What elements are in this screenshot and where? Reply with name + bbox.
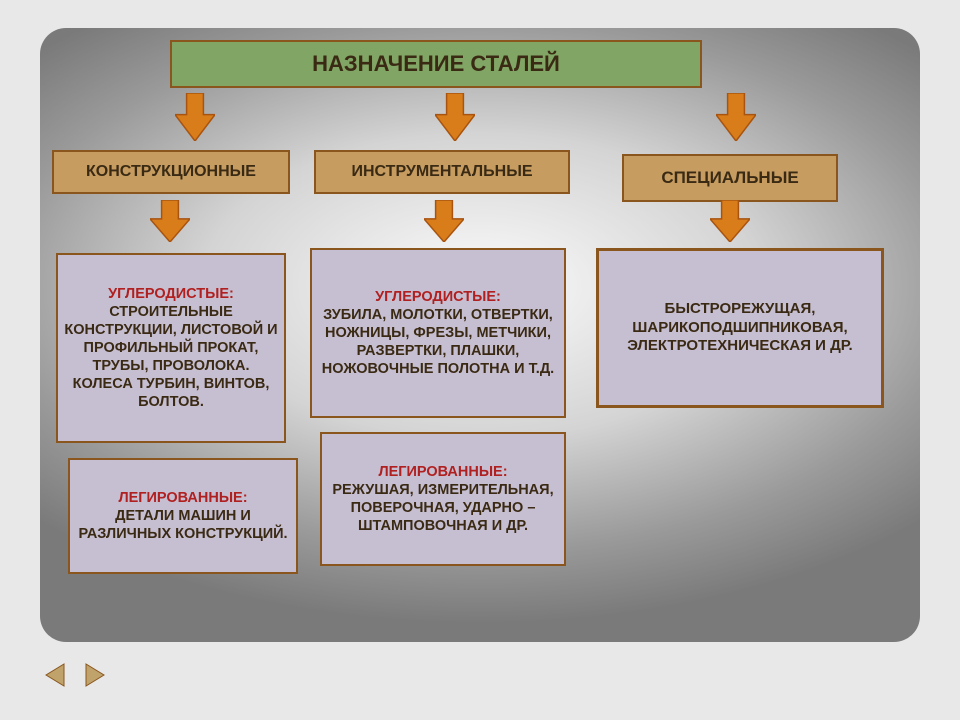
arrow-down (710, 200, 750, 242)
description-heading: ЛЕГИРОВАННЫЕ: (118, 489, 247, 507)
category-box: ИНСТРУМЕНТАЛЬНЫЕ (314, 150, 570, 194)
category-box: СПЕЦИАЛЬНЫЕ (622, 154, 838, 202)
description-body: РЕЖУШАЯ, ИЗМЕРИТЕЛЬНАЯ, ПОВЕРОЧНАЯ, УДАР… (326, 481, 560, 535)
triangle-right-icon (80, 660, 110, 690)
category-label: СПЕЦИАЛЬНЫЕ (661, 168, 798, 188)
category-label: ИНСТРУМЕНТАЛЬНЫЕ (351, 163, 532, 181)
arrow-down-icon (175, 93, 215, 141)
description-body: СТРОИТЕЛЬНЫЕ КОНСТРУКЦИИ, ЛИСТОВОЙ И ПРО… (62, 303, 280, 412)
arrow-down-icon (150, 200, 190, 242)
arrow-down-icon (716, 93, 756, 141)
arrow-down (424, 200, 464, 242)
diagram-title-text: НАЗНАЧЕНИЕ СТАЛЕЙ (312, 51, 560, 77)
description-box: УГЛЕРОДИСТЫЕ:ЗУБИЛА, МОЛОТКИ, ОТВЕРТКИ, … (310, 248, 566, 418)
arrow-down (150, 200, 190, 242)
category-label: КОНСТРУКЦИОННЫЕ (86, 163, 256, 181)
diagram-title: НАЗНАЧЕНИЕ СТАЛЕЙ (170, 40, 702, 88)
nav-next-button[interactable] (80, 660, 110, 690)
description-heading: ЛЕГИРОВАННЫЕ: (378, 463, 507, 481)
description-box: УГЛЕРОДИСТЫЕ:СТРОИТЕЛЬНЫЕ КОНСТРУКЦИИ, Л… (56, 253, 286, 443)
description-body: ЗУБИЛА, МОЛОТКИ, ОТВЕРТКИ, НОЖНИЦЫ, ФРЕЗ… (316, 306, 560, 379)
description-box: ЛЕГИРОВАННЫЕ:РЕЖУШАЯ, ИЗМЕРИТЕЛЬНАЯ, ПОВ… (320, 432, 566, 566)
triangle-left-icon (40, 660, 70, 690)
arrow-down-icon (435, 93, 475, 141)
description-heading: УГЛЕРОДИСТЫЕ: (375, 288, 501, 306)
description-box: ЛЕГИРОВАННЫЕ:ДЕТАЛИ МАШИН И РАЗЛИЧНЫХ КО… (68, 458, 298, 574)
arrow-down (175, 93, 215, 141)
category-box: КОНСТРУКЦИОННЫЕ (52, 150, 290, 194)
nav-prev-button[interactable] (40, 660, 70, 690)
description-body: ДЕТАЛИ МАШИН И РАЗЛИЧНЫХ КОНСТРУКЦИЙ. (74, 507, 292, 543)
arrow-down (716, 93, 756, 141)
arrow-down-icon (424, 200, 464, 242)
description-body: БЫСТРОРЕЖУЩАЯ, ШАРИКОПОДШИПНИКОВАЯ, ЭЛЕК… (603, 300, 877, 356)
arrow-down-icon (710, 200, 750, 242)
description-heading: УГЛЕРОДИСТЫЕ: (108, 285, 234, 303)
description-box: БЫСТРОРЕЖУЩАЯ, ШАРИКОПОДШИПНИКОВАЯ, ЭЛЕК… (596, 248, 884, 408)
arrow-down (435, 93, 475, 141)
